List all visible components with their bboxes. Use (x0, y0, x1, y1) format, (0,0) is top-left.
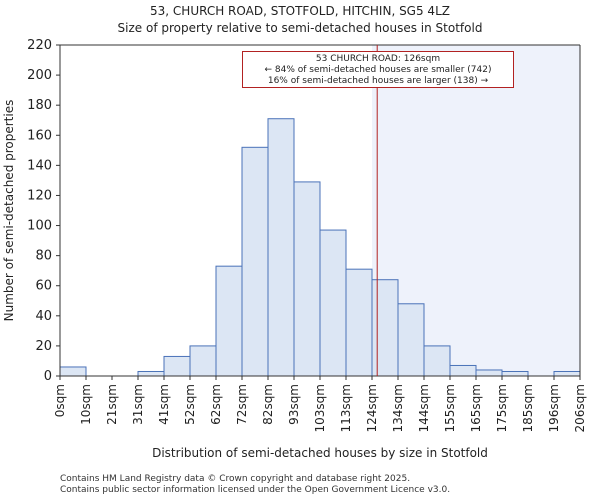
y-tick-label: 60 (35, 279, 52, 294)
x-tick-label: 103sqm (313, 384, 327, 432)
histogram-bar (475, 369, 503, 377)
x-tick-label: 72sqm (235, 384, 249, 425)
chart-title-address: 53, CHURCH ROAD, STOTFOLD, HITCHIN, SG5 … (150, 4, 450, 18)
y-tick-label: 140 (27, 158, 52, 173)
chart-title: Size of property relative to semi-detach… (117, 21, 483, 35)
annotation-larger-share: 16% of semi-detached houses are larger (… (267, 76, 489, 86)
x-tick-label: 185sqm (521, 384, 535, 432)
footer-copyright: Contains HM Land Registry data © Crown c… (60, 474, 411, 484)
histogram-bar (371, 279, 399, 377)
x-tick-label: 196sqm (547, 384, 561, 432)
histogram-bar (449, 364, 477, 377)
x-tick-label: 82sqm (261, 384, 275, 425)
y-tick-label: 120 (27, 188, 52, 203)
x-tick-label: 144sqm (417, 384, 431, 432)
histogram-bar (319, 229, 347, 377)
y-tick-label: 0 (44, 369, 52, 384)
histogram-bar (59, 366, 87, 377)
histogram-bar (345, 268, 373, 377)
histogram-bar (501, 370, 529, 377)
histogram-bar (553, 370, 581, 377)
histogram-bar (293, 181, 321, 377)
x-tick-label: 10sqm (79, 384, 93, 425)
histogram-bar (423, 345, 451, 377)
y-tick-label: 220 (27, 38, 52, 53)
histogram-bar (267, 118, 295, 377)
histogram-chart: 0 20 40 60 80 100 120 140 160 180 200 220 0sqm 10sqm 2… (2, 38, 587, 460)
histogram-bar (241, 146, 269, 377)
x-tick-label: 165sqm (469, 384, 483, 432)
histogram-bar (137, 370, 165, 377)
x-tick-label: 134sqm (391, 384, 405, 432)
property-annotation-box: 53 CHURCH ROAD: 126sqm ← 84% of semi-det… (242, 51, 514, 88)
y-tick-label: 20 (35, 339, 52, 354)
x-tick-label: 124sqm (365, 384, 379, 432)
x-tick-label: 206sqm (573, 384, 587, 432)
x-tick-label: 113sqm (339, 384, 353, 432)
x-tick-label: 93sqm (287, 384, 301, 425)
y-tick-label: 160 (27, 128, 52, 143)
annotation-property-size: 53 CHURCH ROAD: 126sqm (315, 54, 441, 64)
footer-licence: Contains public sector information licen… (60, 485, 451, 495)
annotation-smaller-share: ← 84% of semi-detached houses are smalle… (264, 65, 492, 75)
x-tick-label: 175sqm (495, 384, 509, 432)
y-axis-title: Number of semi-detached properties (2, 100, 16, 322)
x-tick-label: 0sqm (53, 384, 67, 417)
histogram-bar (215, 265, 243, 377)
histogram-bar (397, 303, 425, 377)
histogram-bar (189, 345, 217, 377)
x-tick-label: 52sqm (183, 384, 197, 425)
x-tick-label: 31sqm (131, 384, 145, 425)
y-tick-label: 40 (35, 309, 52, 324)
x-tick-label: 155sqm (443, 384, 457, 432)
x-tick-label: 62sqm (209, 384, 223, 425)
x-tick-label: 21sqm (105, 384, 119, 425)
x-axis-title: Distribution of semi-detached houses by … (152, 446, 488, 460)
histogram-bar (163, 355, 191, 377)
y-tick-label: 100 (27, 219, 52, 234)
y-tick-label: 80 (35, 249, 52, 264)
y-tick-label: 200 (27, 68, 52, 83)
y-tick-label: 180 (27, 98, 52, 113)
x-tick-label: 41sqm (157, 384, 171, 425)
